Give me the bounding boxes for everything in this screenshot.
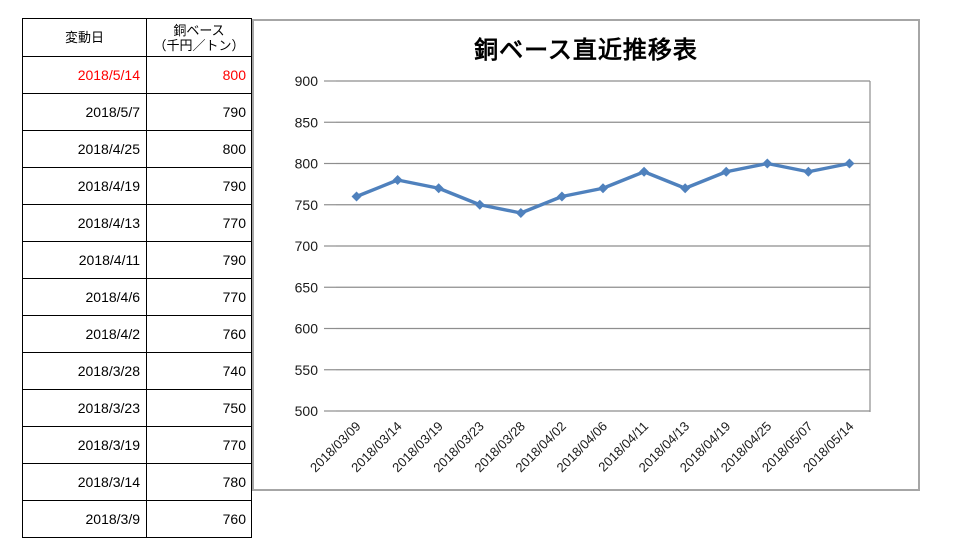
price-cell[interactable]: 760 bbox=[146, 500, 252, 538]
y-axis-label: 850 bbox=[295, 114, 319, 130]
price-cell[interactable]: 760 bbox=[146, 315, 252, 353]
data-point-marker[interactable] bbox=[639, 166, 650, 177]
table-row: 2018/4/6 770 bbox=[22, 278, 252, 316]
y-axis-label: 600 bbox=[295, 321, 319, 337]
table-row: 2018/4/25 800 bbox=[22, 130, 252, 168]
date-cell[interactable]: 2018/3/19 bbox=[22, 426, 147, 464]
y-axis-label: 650 bbox=[295, 279, 319, 295]
y-axis-label: 550 bbox=[295, 362, 319, 378]
copper-trend-chart[interactable]: 銅ベース直近推移表 500 550 600 650 700 750 800 850 900 201… bbox=[252, 19, 920, 491]
table-row: 2018/3/23 750 bbox=[22, 389, 252, 427]
data-point-marker[interactable] bbox=[598, 183, 608, 194]
table-row: 2018/4/2 760 bbox=[22, 315, 252, 353]
price-table-body: 2018/5/14 800 2018/5/7 790 2018/4/25 800 2018/… bbox=[22, 56, 252, 538]
price-cell[interactable]: 790 bbox=[146, 93, 252, 131]
y-axis-label: 700 bbox=[295, 238, 319, 254]
price-cell[interactable]: 790 bbox=[146, 167, 252, 205]
price-cell[interactable]: 790 bbox=[146, 241, 252, 279]
table-row: 2018/5/7 790 bbox=[22, 93, 252, 131]
price-cell[interactable]: 770 bbox=[146, 204, 252, 242]
chart-title: 銅ベース直近推移表 bbox=[474, 37, 698, 64]
col-header-price-line1: 銅ベース bbox=[173, 22, 225, 38]
table-row: 2018/3/9 760 bbox=[22, 500, 252, 538]
y-axis-label: 900 bbox=[295, 73, 319, 89]
table-row: 2018/3/19 770 bbox=[22, 426, 252, 464]
date-cell[interactable]: 2018/4/11 bbox=[22, 241, 147, 279]
data-point-marker[interactable] bbox=[762, 158, 773, 169]
date-cell[interactable]: 2018/3/28 bbox=[22, 352, 147, 390]
date-cell[interactable]: 2018/4/25 bbox=[22, 130, 147, 168]
table-row: 2018/4/13 770 bbox=[22, 204, 252, 242]
chart-plot-area: 5005506006507007508008509002018/03/09201… bbox=[295, 73, 871, 475]
data-point-marker[interactable] bbox=[392, 175, 403, 185]
date-cell[interactable]: 2018/4/2 bbox=[22, 315, 147, 353]
data-point-marker[interactable] bbox=[474, 199, 485, 210]
date-cell[interactable]: 2018/3/14 bbox=[22, 463, 147, 501]
data-point-marker[interactable] bbox=[556, 191, 567, 202]
y-axis-label: 750 bbox=[295, 197, 319, 213]
price-cell[interactable]: 770 bbox=[146, 278, 252, 316]
col-header-price[interactable]: 銅ベース （千円／トン） bbox=[146, 18, 252, 57]
table-row: 2018/3/14 780 bbox=[22, 463, 252, 501]
data-point-marker[interactable] bbox=[803, 166, 814, 177]
price-table-header-row: 変動日 銅ベース （千円／トン） bbox=[22, 18, 252, 57]
date-cell[interactable]: 2018/4/19 bbox=[22, 167, 147, 205]
date-cell[interactable]: 2018/5/7 bbox=[22, 93, 147, 131]
price-cell[interactable]: 800 bbox=[146, 56, 252, 94]
data-point-marker[interactable] bbox=[844, 158, 855, 169]
date-cell[interactable]: 2018/3/9 bbox=[22, 500, 147, 538]
data-point-marker[interactable] bbox=[680, 183, 691, 194]
price-cell[interactable]: 740 bbox=[146, 352, 252, 390]
price-table: 変動日 銅ベース （千円／トン） 2018/5/14 800 2018/5/7 790… bbox=[22, 18, 252, 538]
table-row: 2018/3/28 740 bbox=[22, 352, 252, 390]
price-cell[interactable]: 770 bbox=[146, 426, 252, 464]
data-point-marker[interactable] bbox=[433, 183, 444, 194]
data-point-marker[interactable] bbox=[515, 208, 526, 218]
date-cell[interactable]: 2018/4/6 bbox=[22, 278, 147, 316]
data-point-marker[interactable] bbox=[721, 166, 732, 177]
col-header-price-line2: （千円／トン） bbox=[153, 37, 245, 53]
price-cell[interactable]: 750 bbox=[146, 389, 252, 427]
table-row: 2018/5/14 800 bbox=[22, 56, 252, 94]
price-cell[interactable]: 800 bbox=[146, 130, 252, 168]
y-axis-label: 800 bbox=[295, 156, 319, 172]
y-axis-label: 500 bbox=[295, 403, 319, 419]
date-cell[interactable]: 2018/3/23 bbox=[22, 389, 147, 427]
price-cell[interactable]: 780 bbox=[146, 463, 252, 501]
table-row: 2018/4/11 790 bbox=[22, 241, 252, 279]
data-point-marker[interactable] bbox=[351, 191, 362, 202]
col-header-date[interactable]: 変動日 bbox=[22, 18, 147, 57]
date-cell[interactable]: 2018/4/13 bbox=[22, 204, 147, 242]
table-row: 2018/4/19 790 bbox=[22, 167, 252, 205]
date-cell[interactable]: 2018/5/14 bbox=[22, 56, 147, 94]
